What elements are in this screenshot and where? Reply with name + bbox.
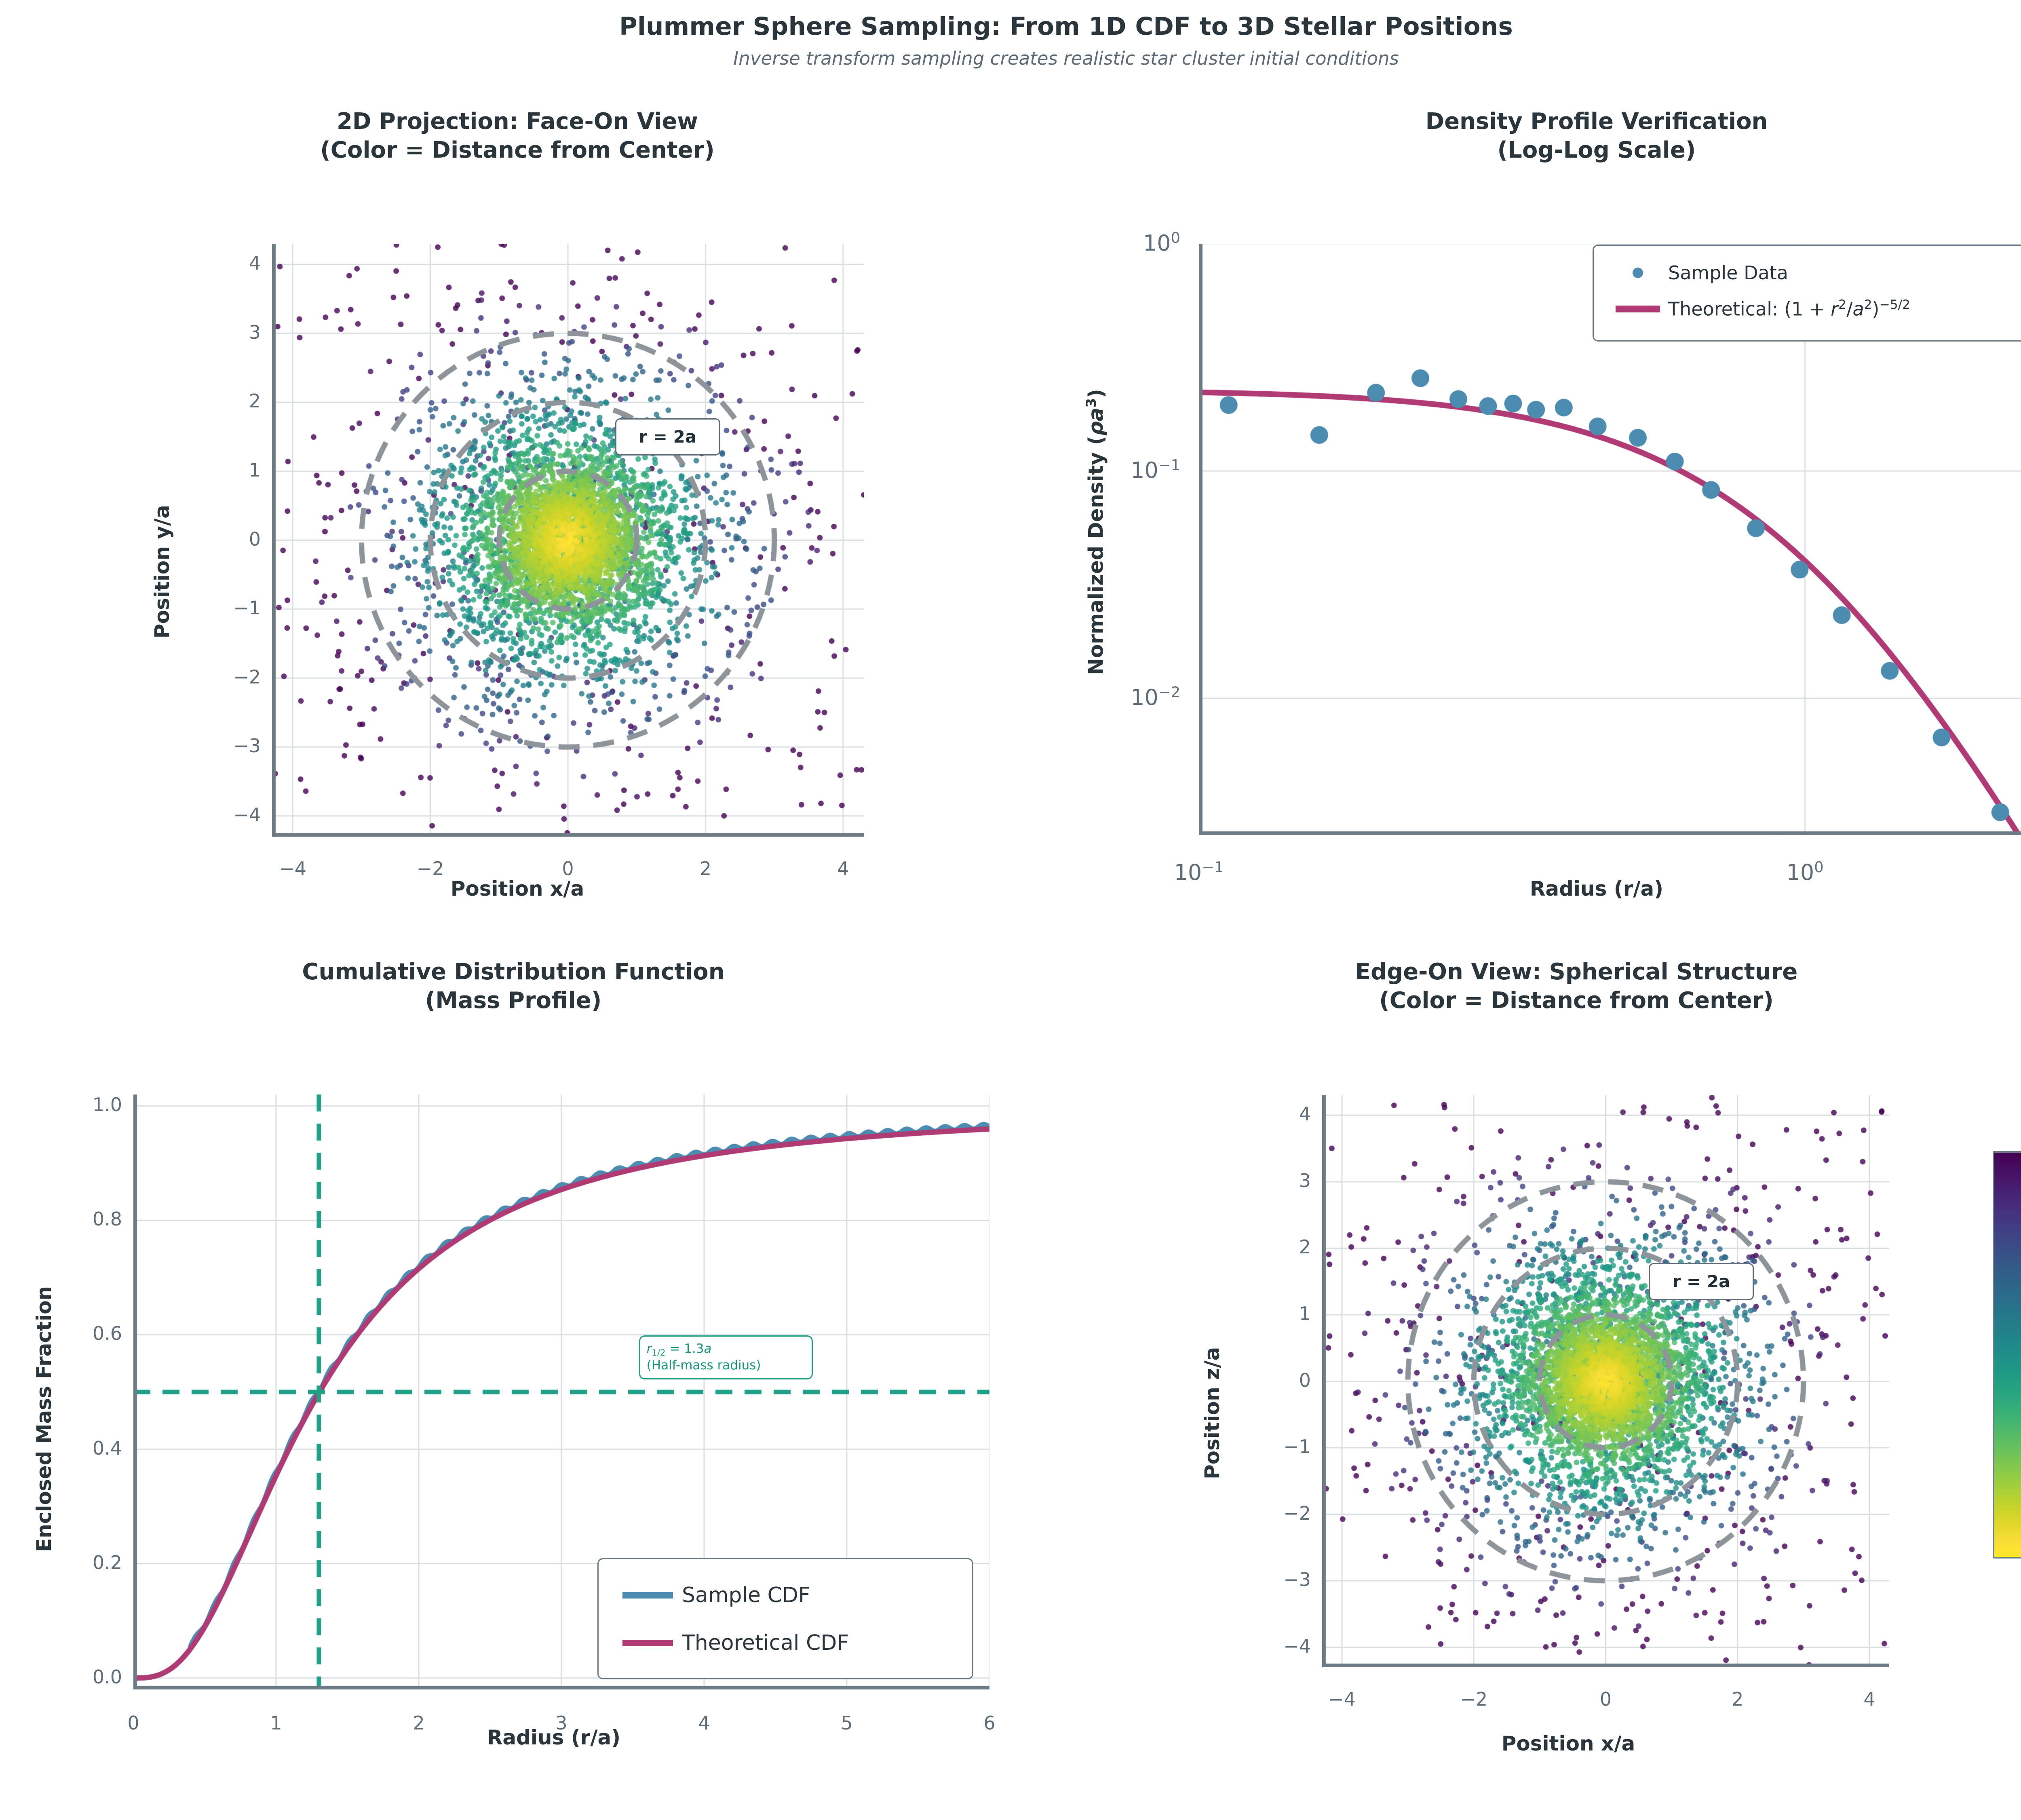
legend-marker-line <box>1608 305 1668 312</box>
legend-label-sample-data: Sample Data <box>1668 262 1788 284</box>
half-mass-radius-annotation: r1/2 = 1.3a (Half-mass radius) <box>639 1335 813 1379</box>
panel-cdf: Cumulative Distribution Function (Mass Pr… <box>16 954 1010 1819</box>
xaxis-label-density: Radius (r/a) <box>1529 877 1664 901</box>
ytick-label-density: 10−2 <box>1131 683 1180 711</box>
legend-entry-sample-cdf[interactable]: Sample CDF <box>613 1571 958 1619</box>
xtick-label: −4 <box>1328 1688 1356 1710</box>
yaxis-label-edge-on: Position z/a <box>1200 1347 1224 1479</box>
panel-face-on-projection: 2D Projection: Face-On View (Color = Dist… <box>113 101 922 990</box>
ytick-label: −1 <box>1283 1436 1311 1458</box>
yaxis-label-density: Normalized Density (ρa3) <box>1083 389 1108 675</box>
panel-title-edge-on: Edge-On View: Spherical Structure (Color … <box>1355 959 1798 1014</box>
xtick-label: 0 <box>562 858 574 879</box>
legend-marker-theory-line <box>613 1640 682 1646</box>
density-profile-canvas <box>1199 244 2021 835</box>
ytick-label: 0.6 <box>92 1322 122 1345</box>
legend-marker-dot <box>1608 268 1668 278</box>
xaxis-label-face-on: Position x/a <box>450 877 584 901</box>
xtick-label: −2 <box>416 858 444 879</box>
xtick-label: 0 <box>1599 1688 1612 1710</box>
xtick-label: 4 <box>698 1712 710 1734</box>
colorbar-group: 0.00.51.01.52.02.53.03.54.0 Distance fro… <box>1993 1144 2021 1730</box>
ytick-label: 0 <box>249 528 261 550</box>
ytick-label-density: 10−1 <box>1131 456 1180 483</box>
ytick-label: −2 <box>233 666 261 688</box>
xtick-label-density: 100 <box>1786 858 1824 885</box>
legend-label-sample-cdf: Sample CDF <box>682 1583 810 1607</box>
edge-on-scatter-canvas <box>1322 1095 1889 1667</box>
ytick-label: 0.4 <box>92 1437 122 1459</box>
xtick-label: 3 <box>555 1712 567 1734</box>
legend-entry-sample-data[interactable]: Sample Data <box>1608 257 2021 289</box>
panel-title-cdf: Cumulative Distribution Function (Mass Pr… <box>302 959 725 1014</box>
ytick-label: 2 <box>249 390 261 412</box>
ytick-label: 3 <box>1299 1169 1311 1192</box>
xtick-label: 2 <box>1732 1688 1744 1710</box>
ytick-label: −3 <box>233 735 261 757</box>
figure-suptitle: Plummer Sphere Sampling: From 1D CDF to … <box>619 12 1513 41</box>
ytick-label: −3 <box>1283 1569 1311 1591</box>
xtick-label: −2 <box>1460 1688 1488 1710</box>
colorbar-gradient <box>1993 1151 2021 1558</box>
ytick-label: 0 <box>1299 1369 1311 1391</box>
panel-title-density: Density Profile Verification (Log-Log Sca… <box>1425 108 1768 163</box>
ytick-label: 4 <box>1299 1103 1311 1125</box>
legend-marker-sample-line <box>613 1592 682 1599</box>
legend-label-theoretical-cdf: Theoretical CDF <box>682 1631 849 1655</box>
half-mass-radius-value: r1/2 = 1.3a <box>646 1341 712 1358</box>
legend-cdf[interactable]: Sample CDF Theoretical CDF <box>597 1558 973 1679</box>
xtick-label-density: 10−1 <box>1174 858 1224 885</box>
ytick-label: 1 <box>249 459 261 481</box>
xtick-label: 4 <box>1863 1688 1875 1710</box>
xtick-label: 4 <box>837 858 849 879</box>
ytick-label: 1.0 <box>92 1094 122 1116</box>
ytick-label: −4 <box>1283 1635 1311 1657</box>
ytick-label: 3 <box>249 321 261 343</box>
legend-label-theoretical: Theoretical: (1 + r2/a2)−5/2 <box>1668 297 1911 320</box>
xaxis-label-cdf: Radius (r/a) <box>487 1726 621 1749</box>
ytick-label-density: 100 <box>1143 229 1180 256</box>
ytick-label: 4 <box>249 252 261 274</box>
ytick-label: −4 <box>233 803 261 826</box>
ytick-label: 0.8 <box>92 1208 122 1230</box>
ytick-label: −2 <box>1283 1502 1311 1524</box>
radius-annotation-edge-on: r = 2a <box>1649 1263 1754 1300</box>
panel-title-face-on: 2D Projection: Face-On View (Color = Dist… <box>320 108 715 163</box>
ytick-label: 0.0 <box>92 1666 122 1688</box>
figure-subtitle: Inverse transform sampling creates reali… <box>733 48 1399 69</box>
legend-entry-theoretical-cdf[interactable]: Theoretical CDF <box>613 1619 958 1667</box>
xaxis-label-edge-on: Position x/a <box>1501 1732 1635 1755</box>
xtick-label: 6 <box>983 1712 996 1734</box>
ytick-label: 1 <box>1299 1302 1311 1324</box>
xtick-label: 2 <box>413 1712 425 1734</box>
legend-density[interactable]: Sample Data Theoretical: (1 + r2/a2)−5/2 <box>1593 245 2021 342</box>
ytick-label: 2 <box>1299 1236 1311 1258</box>
half-mass-radius-caption: (Half-mass radius) <box>646 1358 761 1373</box>
legend-entry-theoretical[interactable]: Theoretical: (1 + r2/a2)−5/2 <box>1608 289 2021 329</box>
xtick-label: 2 <box>699 858 712 879</box>
ytick-label: −1 <box>233 597 261 619</box>
xtick-label: 0 <box>127 1712 139 1734</box>
ytick-label: 0.2 <box>92 1551 122 1573</box>
panel-density-profile: Density Profile Verification (Log-Log Sca… <box>1083 101 2021 990</box>
xtick-label: 5 <box>841 1712 853 1734</box>
radius-annotation-face-on: r = 2a <box>615 418 720 456</box>
xtick-label: 1 <box>270 1712 282 1734</box>
xtick-label: −4 <box>279 858 306 879</box>
panel-edge-on-projection: Edge-On View: Spherical Structure (Color … <box>1172 954 1981 1819</box>
face-on-scatter-canvas <box>272 244 864 837</box>
